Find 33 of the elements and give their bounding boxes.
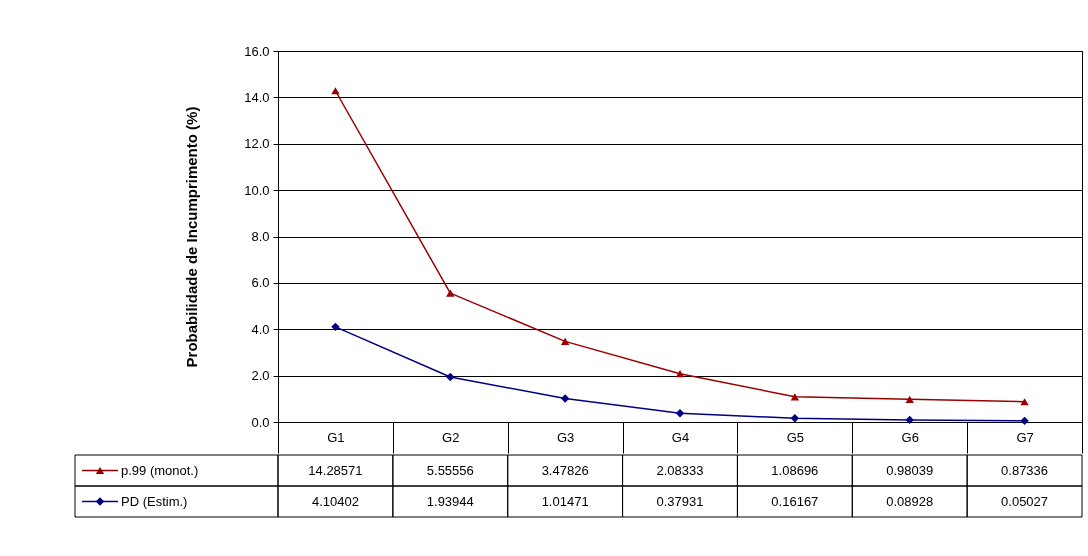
data-label: 1.93944 [426,493,474,509]
x-tick-label: G3 [556,429,575,445]
y-tick-label: 2.0 [251,368,270,384]
y-axis-title: Probabilidade de Incumprimento (%) [183,106,201,368]
legend-label: p.99 (monot.) [121,462,199,478]
y-tick-label: 10.0 [244,182,270,198]
data-label: 5.55556 [426,462,474,478]
data-label: 1.08696 [771,462,819,478]
data-label: 4.10402 [311,493,359,509]
y-tick-label: 8.0 [251,229,270,244]
x-tick-label: G6 [901,429,919,445]
y-tick-label: 4.0 [251,321,270,337]
data-label: 0.87336 [1001,462,1049,478]
y-tick-label: 14.0 [244,89,270,105]
data-label: 0.05027 [1001,493,1049,509]
data-label: 1.01471 [541,493,589,509]
x-tick-label: G5 [786,429,805,445]
legend-label: PD (Estim.) [121,493,188,509]
data-label: 0.16167 [771,493,819,509]
data-label: 14.28571 [308,462,363,478]
y-tick-label: 16.0 [244,43,270,59]
data-label: 3.47826 [541,462,589,478]
data-label: 0.08928 [886,493,934,509]
x-tick-label: G2 [442,429,460,445]
x-tick-label: G1 [327,429,345,445]
data-label: 0.98039 [886,462,934,478]
x-tick-label: G7 [1016,429,1034,445]
y-tick-label: 6.0 [251,275,270,291]
y-tick-label: 0.0 [251,414,270,430]
y-tick-label: 12.0 [244,136,270,152]
x-tick-label: G4 [671,429,690,445]
data-label: 2.08333 [656,462,704,478]
data-label: 0.37931 [656,493,704,509]
